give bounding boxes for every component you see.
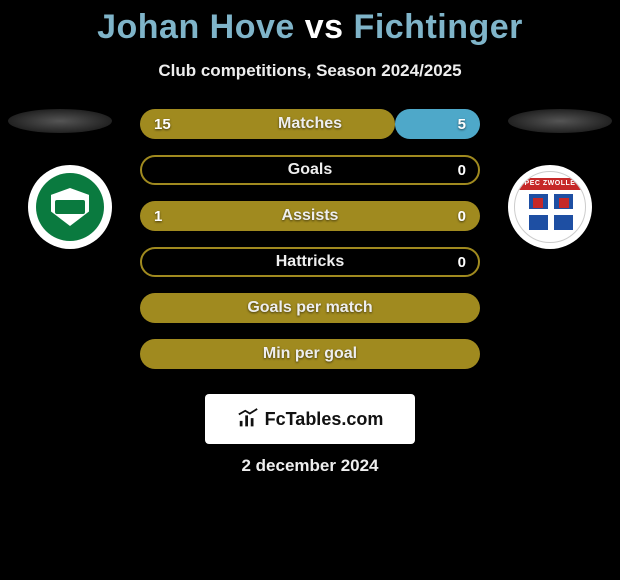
bar-track: [140, 155, 480, 185]
page-title: Johan Hove vs Fichtinger: [0, 0, 620, 47]
stat-row: Goals per match: [140, 293, 480, 323]
stat-value-right: 0: [458, 247, 466, 277]
brand-badge: FcTables.com: [205, 394, 415, 444]
title-player-right: Fichtinger: [354, 8, 523, 46]
bar-track: [140, 109, 480, 139]
stat-row: 155Matches: [140, 109, 480, 139]
stat-row: 10Assists: [140, 201, 480, 231]
groningen-logo-icon: [36, 173, 104, 241]
shadow-left: [8, 109, 112, 133]
footer-date: 2 december 2024: [0, 456, 620, 476]
stat-bars: 155Matches0Goals10Assists0HattricksGoals…: [140, 109, 480, 385]
bar-track: [140, 339, 480, 369]
chart-icon: [237, 408, 259, 430]
zwolle-logo-icon: PEC ZWOLLE: [514, 171, 586, 243]
title-vs: vs: [305, 8, 344, 46]
stat-value-left: 15: [154, 109, 171, 139]
title-player-left: Johan Hove: [97, 8, 295, 46]
stat-value-right: 0: [458, 201, 466, 231]
team-logo-left: [28, 165, 112, 249]
subtitle: Club competitions, Season 2024/2025: [0, 61, 620, 81]
team-logo-right: PEC ZWOLLE: [508, 165, 592, 249]
zwolle-band-text: PEC ZWOLLE: [515, 178, 585, 190]
stat-value-left: 1: [154, 201, 162, 231]
bar-track: [140, 247, 480, 277]
stat-row: 0Goals: [140, 155, 480, 185]
bar-track: [140, 293, 480, 323]
brand-text: FcTables.com: [265, 409, 384, 430]
stat-value-right: 5: [458, 109, 466, 139]
bar-track: [140, 201, 480, 231]
shadow-right: [508, 109, 612, 133]
stat-row: Min per goal: [140, 339, 480, 369]
stat-row: 0Hattricks: [140, 247, 480, 277]
stat-value-right: 0: [458, 155, 466, 185]
